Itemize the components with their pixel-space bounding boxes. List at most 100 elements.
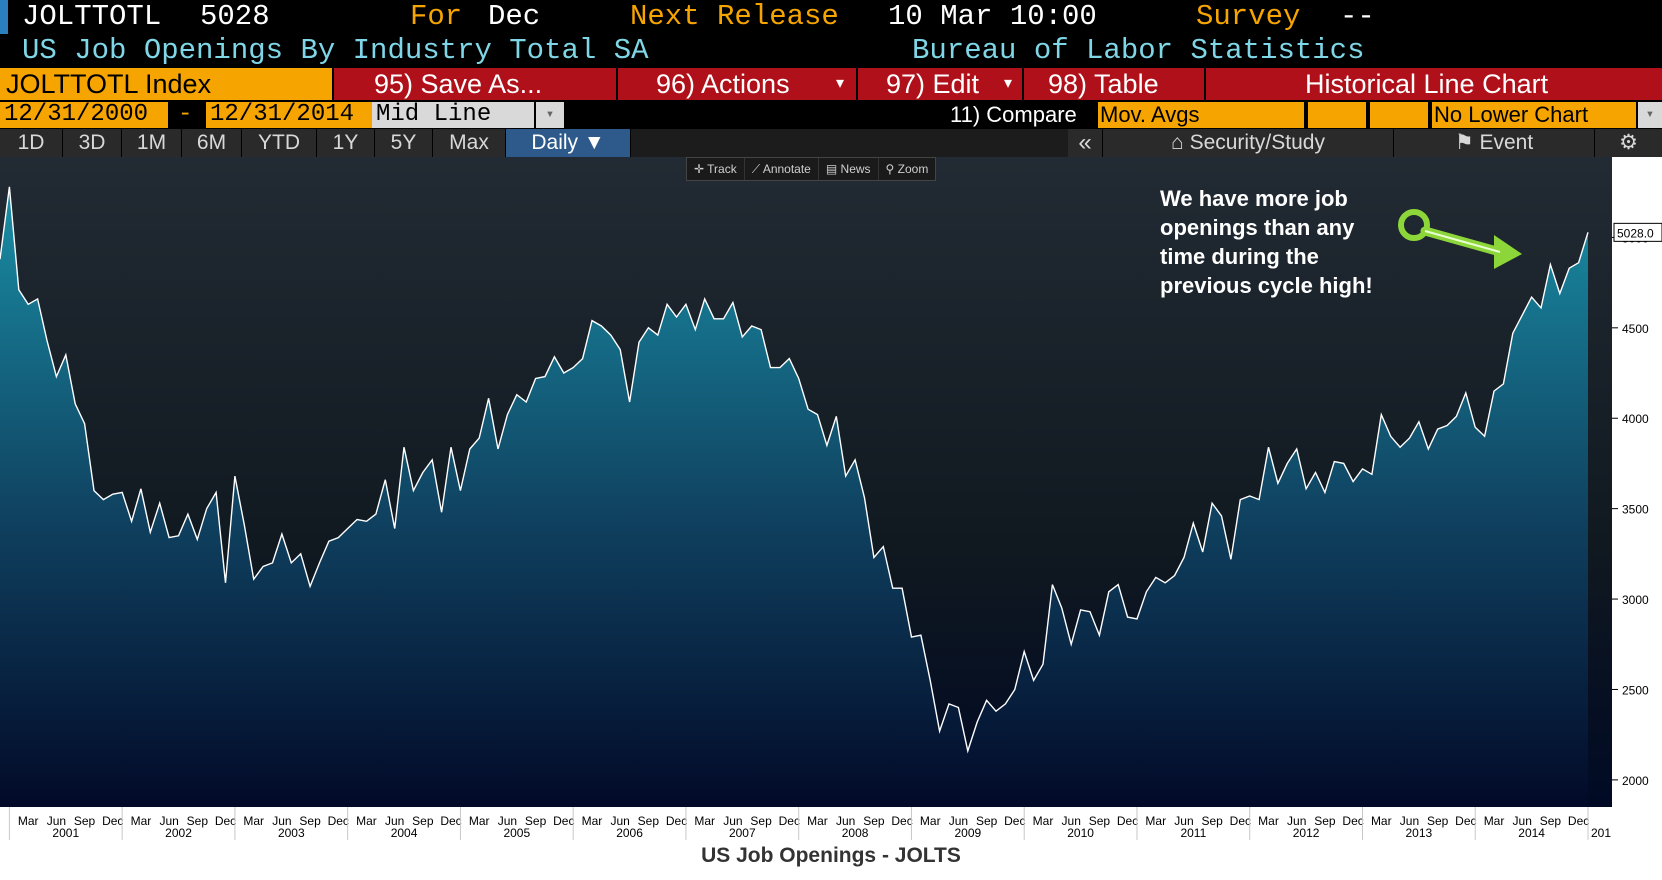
pencil-icon: ⟋ xyxy=(751,162,763,176)
frequency-daily-select[interactable]: Daily ▼ xyxy=(506,129,631,157)
gear-icon[interactable]: ⚙ xyxy=(1595,129,1662,157)
chevron-down-icon: ▾ xyxy=(1004,75,1013,92)
menu-bar: JOLTTOTL Index 95) Save As... 96) Action… xyxy=(0,68,1662,100)
month-tick-label: Dec xyxy=(1342,814,1363,828)
month-tick-label: Dec xyxy=(215,814,236,828)
month-tick-label: Jun xyxy=(723,814,742,828)
year-tick-label: 2007 xyxy=(729,826,756,840)
lower-chart-select[interactable]: No Lower Chart xyxy=(1432,102,1636,128)
chevron-down-icon: ▾ xyxy=(836,75,845,92)
compare-slot[interactable] xyxy=(1370,102,1428,128)
compare-slot[interactable] xyxy=(1308,102,1366,128)
security-field[interactable]: JOLTTOTL Index xyxy=(0,68,332,100)
menu-divider xyxy=(1204,68,1206,100)
month-tick-label: Dec xyxy=(1455,814,1476,828)
news-tool[interactable]: ▤ News xyxy=(819,158,879,180)
month-tick-label: Mar xyxy=(807,814,828,828)
crosshair-icon: ✛ xyxy=(694,162,708,176)
actions-menu[interactable]: 96) Actions xyxy=(656,69,790,99)
y-tick-label: 2000 xyxy=(1622,774,1649,788)
year-tick-label: 2009 xyxy=(954,826,981,840)
period-ytd[interactable]: YTD xyxy=(242,129,317,157)
month-tick-label: Sep xyxy=(638,814,660,828)
annotate-label: Annotate xyxy=(762,162,811,176)
description-row: US Job Openings By Industry Total SA Bur… xyxy=(0,34,1662,68)
end-date-field[interactable]: 12/31/2014 xyxy=(206,102,372,128)
chart-tools: ✛ Track ⟋ Annotate ▤ News ⚲ Zoom xyxy=(686,157,937,181)
month-tick-label: Jun xyxy=(272,814,291,828)
month-tick-label: Dec xyxy=(1117,814,1138,828)
month-tick-label: Sep xyxy=(412,814,434,828)
year-tick-label: 2003 xyxy=(278,826,305,840)
save-as-button[interactable]: 95) Save As... xyxy=(374,69,543,99)
month-tick-label: Mar xyxy=(694,814,715,828)
security-study-button[interactable]: ⌂ Security/Study xyxy=(1103,129,1394,157)
event-button[interactable]: ⚑ Event xyxy=(1394,129,1595,157)
last-value: 5028 xyxy=(200,0,270,33)
ticker: JOLTTOTL xyxy=(22,0,162,33)
period-1y[interactable]: 1Y xyxy=(317,129,375,157)
compare-slot[interactable] xyxy=(1246,102,1304,128)
month-tick-label: Mar xyxy=(1371,814,1392,828)
month-tick-label: Mar xyxy=(920,814,941,828)
range-row: 12/31/2000 - 12/31/2014 Mid Line ▾ 11) C… xyxy=(0,101,1662,129)
month-tick-label: Dec xyxy=(779,814,800,828)
line-type-select[interactable]: Mid Line xyxy=(372,102,534,128)
table-button[interactable]: 98) Table xyxy=(1048,69,1159,99)
period-1d[interactable]: 1D xyxy=(0,129,63,157)
start-date-field[interactable]: 12/31/2000 xyxy=(0,102,168,128)
month-tick-label: Sep xyxy=(976,814,998,828)
period-6m[interactable]: 6M xyxy=(182,129,242,157)
menu-divider xyxy=(616,68,618,100)
month-tick-label: Mar xyxy=(1145,814,1166,828)
annotate-tool[interactable]: ⟋ Annotate xyxy=(745,158,819,180)
series-area-fill xyxy=(0,186,1588,808)
period-1m[interactable]: 1M xyxy=(122,129,182,157)
y-axis-panel xyxy=(1612,157,1662,807)
menu-divider xyxy=(332,68,334,100)
month-tick-label: Mar xyxy=(1033,814,1054,828)
year-tick-label: 2001 xyxy=(52,826,79,840)
survey-label: Survey xyxy=(1196,0,1301,33)
terminal-window: JOLTTOTL 5028 For Dec Next Release 10 Ma… xyxy=(0,0,1662,840)
month-tick-label: Dec xyxy=(102,814,123,828)
y-tick-label: 3500 xyxy=(1622,503,1649,517)
study-chart-icon: ⌂ xyxy=(1171,131,1190,154)
month-tick-label: Jun xyxy=(385,814,404,828)
y-tick-label: 4000 xyxy=(1622,412,1649,426)
month-tick-label: Dec xyxy=(1568,814,1589,828)
month-tick-label: Jun xyxy=(159,814,178,828)
compare-mov-avgs[interactable]: Mov. Avgs xyxy=(1098,102,1246,128)
edit-menu[interactable]: 97) Edit xyxy=(886,69,980,99)
month-tick-label: Dec xyxy=(666,814,687,828)
month-tick-label: Mar xyxy=(1484,814,1505,828)
year-tick-label: 2002 xyxy=(165,826,192,840)
track-tool[interactable]: ✛ Track xyxy=(687,158,745,180)
period-5y[interactable]: 5Y xyxy=(375,129,433,157)
compare-label: 11) Compare xyxy=(950,102,1077,127)
last-value-box xyxy=(1613,222,1662,242)
month-tick-label: Mar xyxy=(18,814,39,828)
month-tick-label: Dec xyxy=(553,814,574,828)
chevron-down-icon[interactable]: ▾ xyxy=(536,102,564,128)
period-max[interactable]: Max xyxy=(433,129,506,157)
period-3d[interactable]: 3D xyxy=(63,129,122,157)
collapse-icon[interactable]: « xyxy=(1068,129,1103,157)
month-tick-label: Sep xyxy=(1089,814,1111,828)
zoom-label: Zoom xyxy=(897,162,929,176)
month-tick-label: Sep xyxy=(750,814,772,828)
data-source: Bureau of Labor Statistics xyxy=(912,34,1365,67)
for-value: Dec xyxy=(488,0,541,33)
zoom-tool[interactable]: ⚲ Zoom xyxy=(879,158,936,180)
y-tick-label: 3000 xyxy=(1622,593,1649,607)
chevron-down-icon[interactable]: ▾ xyxy=(1638,102,1662,128)
month-tick-label: Jun xyxy=(836,814,855,828)
next-release-label: Next Release xyxy=(630,0,839,33)
menu-divider xyxy=(1022,68,1024,100)
survey-value: -- xyxy=(1340,0,1375,33)
x-axis-panel xyxy=(0,807,1662,840)
year-tick-label: 2014 xyxy=(1518,826,1545,840)
year-tick-label: 2006 xyxy=(616,826,643,840)
month-tick-label: Mar xyxy=(469,814,490,828)
year-tick-label: 2010 xyxy=(1067,826,1094,840)
